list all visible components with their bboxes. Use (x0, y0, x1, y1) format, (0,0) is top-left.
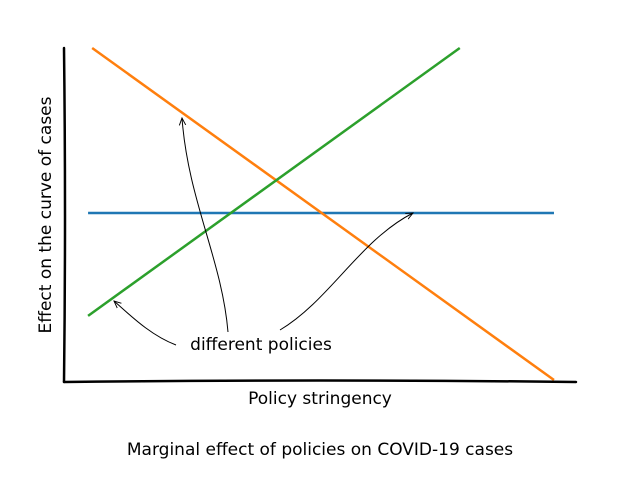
annotation-arrow (182, 118, 229, 333)
annotation: different policies (190, 335, 332, 355)
annotation-arrow (279, 213, 413, 331)
line (87, 46, 461, 317)
plot-area (87, 46, 555, 382)
y-axis (62, 46, 67, 384)
y-axis-label: Effect on the curve of cases (36, 96, 56, 333)
x-axis (62, 379, 578, 384)
x-axis-label: Policy stringency (248, 389, 392, 409)
chart-title: Marginal effect of policies on COVID-19 … (127, 440, 513, 460)
annotation-arrow (114, 301, 177, 346)
line (91, 46, 555, 382)
